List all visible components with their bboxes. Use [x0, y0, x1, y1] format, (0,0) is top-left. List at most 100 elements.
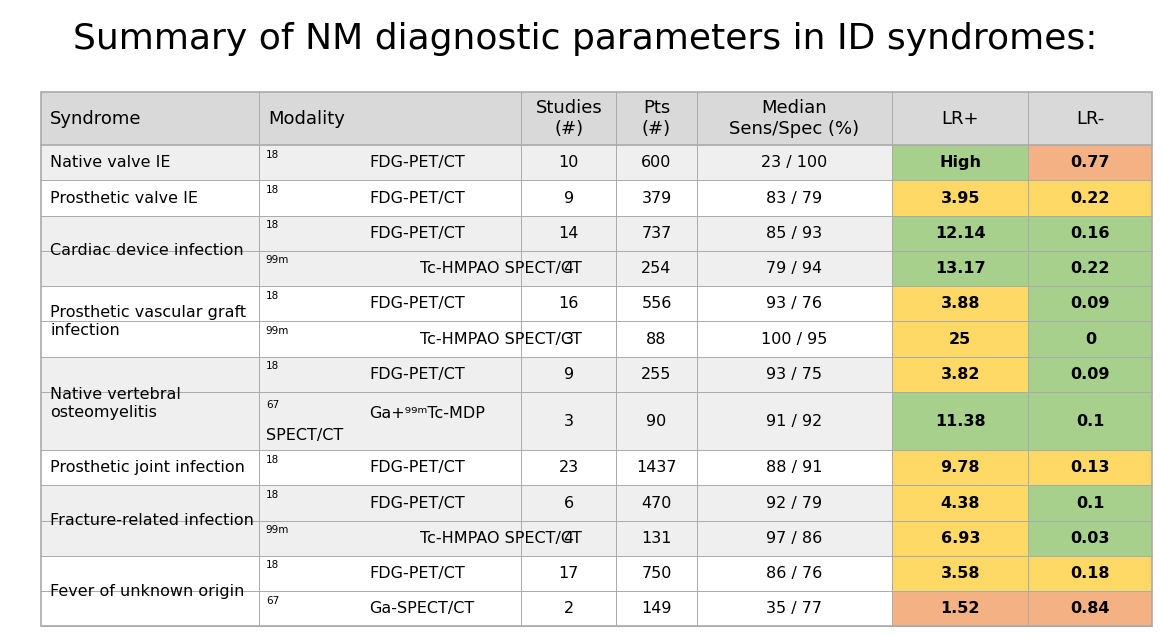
Bar: [41, 92, 1152, 626]
Text: 3: 3: [564, 331, 573, 347]
Bar: [41, 145, 1152, 181]
Text: FDG-PET/CT: FDG-PET/CT: [370, 566, 466, 581]
Text: 1437: 1437: [636, 460, 676, 475]
Text: 1.52: 1.52: [941, 601, 980, 616]
Text: 600: 600: [641, 155, 672, 170]
Text: 12.14: 12.14: [935, 226, 985, 241]
Text: Tc-HMPAO SPECT/CT: Tc-HMPAO SPECT/CT: [420, 331, 583, 347]
Text: Native valve IE: Native valve IE: [50, 155, 171, 170]
Text: 85 / 93: 85 / 93: [766, 226, 823, 241]
Text: 93 / 76: 93 / 76: [766, 296, 823, 311]
Text: High: High: [940, 155, 982, 170]
Text: 6.93: 6.93: [941, 531, 980, 546]
Text: Prosthetic vascular graft
infection: Prosthetic vascular graft infection: [50, 305, 247, 338]
Bar: [41, 251, 1152, 286]
Bar: [1028, 286, 1152, 321]
Bar: [893, 181, 1028, 216]
Text: 99m: 99m: [266, 256, 289, 265]
Bar: [41, 216, 1152, 251]
Text: Ga+⁹⁹ᵐTc-MDP: Ga+⁹⁹ᵐTc-MDP: [370, 406, 486, 421]
Text: 23: 23: [559, 460, 579, 475]
Text: 3.88: 3.88: [941, 296, 980, 311]
Text: Studies
(#): Studies (#): [536, 99, 603, 138]
Text: 18: 18: [266, 185, 280, 195]
Text: 737: 737: [641, 226, 672, 241]
Text: 16: 16: [558, 296, 579, 311]
Text: FDG-PET/CT: FDG-PET/CT: [370, 191, 466, 205]
Text: Modality: Modality: [268, 109, 345, 128]
Text: 11.38: 11.38: [935, 413, 985, 429]
Bar: [1028, 145, 1152, 181]
Bar: [41, 392, 1152, 450]
Text: 0.18: 0.18: [1071, 566, 1110, 581]
Text: 255: 255: [641, 367, 672, 382]
Text: LR-: LR-: [1076, 109, 1104, 128]
Text: Tc-HMPAO SPECT/CT: Tc-HMPAO SPECT/CT: [420, 261, 583, 276]
Bar: [893, 251, 1028, 286]
Bar: [893, 556, 1028, 591]
Text: 6: 6: [564, 495, 573, 511]
Text: 18: 18: [266, 361, 280, 371]
Text: 93 / 75: 93 / 75: [766, 367, 823, 382]
Bar: [1028, 251, 1152, 286]
Text: 750: 750: [641, 566, 672, 581]
Text: Summary of NM diagnostic parameters in ID syndromes:: Summary of NM diagnostic parameters in I…: [73, 22, 1097, 56]
Text: 99m: 99m: [266, 326, 289, 336]
Bar: [893, 286, 1028, 321]
Bar: [41, 181, 1152, 216]
Text: Fracture-related infection: Fracture-related infection: [50, 513, 254, 528]
Text: 3: 3: [564, 413, 573, 429]
Text: 18: 18: [266, 291, 280, 301]
Bar: [893, 591, 1028, 626]
Text: LR+: LR+: [942, 109, 979, 128]
Bar: [893, 357, 1028, 392]
Text: 90: 90: [646, 413, 667, 429]
Text: Median
Sens/Spec (%): Median Sens/Spec (%): [729, 99, 860, 138]
Text: 67: 67: [266, 400, 280, 410]
Text: 79 / 94: 79 / 94: [766, 261, 823, 276]
Bar: [893, 321, 1028, 357]
Bar: [1028, 392, 1152, 450]
Text: 18: 18: [266, 560, 280, 570]
Text: FDG-PET/CT: FDG-PET/CT: [370, 155, 466, 170]
Text: 0.22: 0.22: [1071, 261, 1110, 276]
Text: FDG-PET/CT: FDG-PET/CT: [370, 226, 466, 241]
Text: 91 / 92: 91 / 92: [766, 413, 823, 429]
Text: 88: 88: [646, 331, 667, 347]
Text: 35 / 77: 35 / 77: [766, 601, 823, 616]
Bar: [893, 216, 1028, 251]
Text: 2: 2: [564, 601, 573, 616]
Text: 4: 4: [564, 531, 573, 546]
Text: Native vertebral
osteomyelitis: Native vertebral osteomyelitis: [50, 387, 181, 420]
Text: 3.95: 3.95: [941, 191, 980, 205]
Bar: [41, 357, 1152, 392]
Text: 0.16: 0.16: [1071, 226, 1110, 241]
Bar: [1028, 591, 1152, 626]
Text: Ga-SPECT/CT: Ga-SPECT/CT: [370, 601, 475, 616]
Bar: [41, 321, 1152, 357]
Text: FDG-PET/CT: FDG-PET/CT: [370, 460, 466, 475]
Bar: [1028, 216, 1152, 251]
Bar: [1028, 521, 1152, 556]
Text: 379: 379: [641, 191, 672, 205]
Bar: [893, 521, 1028, 556]
Bar: [41, 521, 1152, 556]
Text: 0.09: 0.09: [1071, 367, 1110, 382]
Text: 3.58: 3.58: [941, 566, 980, 581]
Text: 0.22: 0.22: [1071, 191, 1110, 205]
Text: 0.84: 0.84: [1071, 601, 1110, 616]
Text: Pts
(#): Pts (#): [642, 99, 672, 138]
Bar: [1028, 450, 1152, 485]
Text: 0.13: 0.13: [1071, 460, 1110, 475]
Bar: [893, 450, 1028, 485]
Text: 0.09: 0.09: [1071, 296, 1110, 311]
Bar: [41, 92, 1152, 145]
Text: Syndrome: Syndrome: [50, 109, 142, 128]
Text: 18: 18: [266, 220, 280, 230]
Text: 0.1: 0.1: [1076, 495, 1104, 511]
Bar: [41, 485, 1152, 521]
Text: 4: 4: [564, 261, 573, 276]
Text: 470: 470: [641, 495, 672, 511]
Text: 131: 131: [641, 531, 672, 546]
Bar: [893, 145, 1028, 181]
